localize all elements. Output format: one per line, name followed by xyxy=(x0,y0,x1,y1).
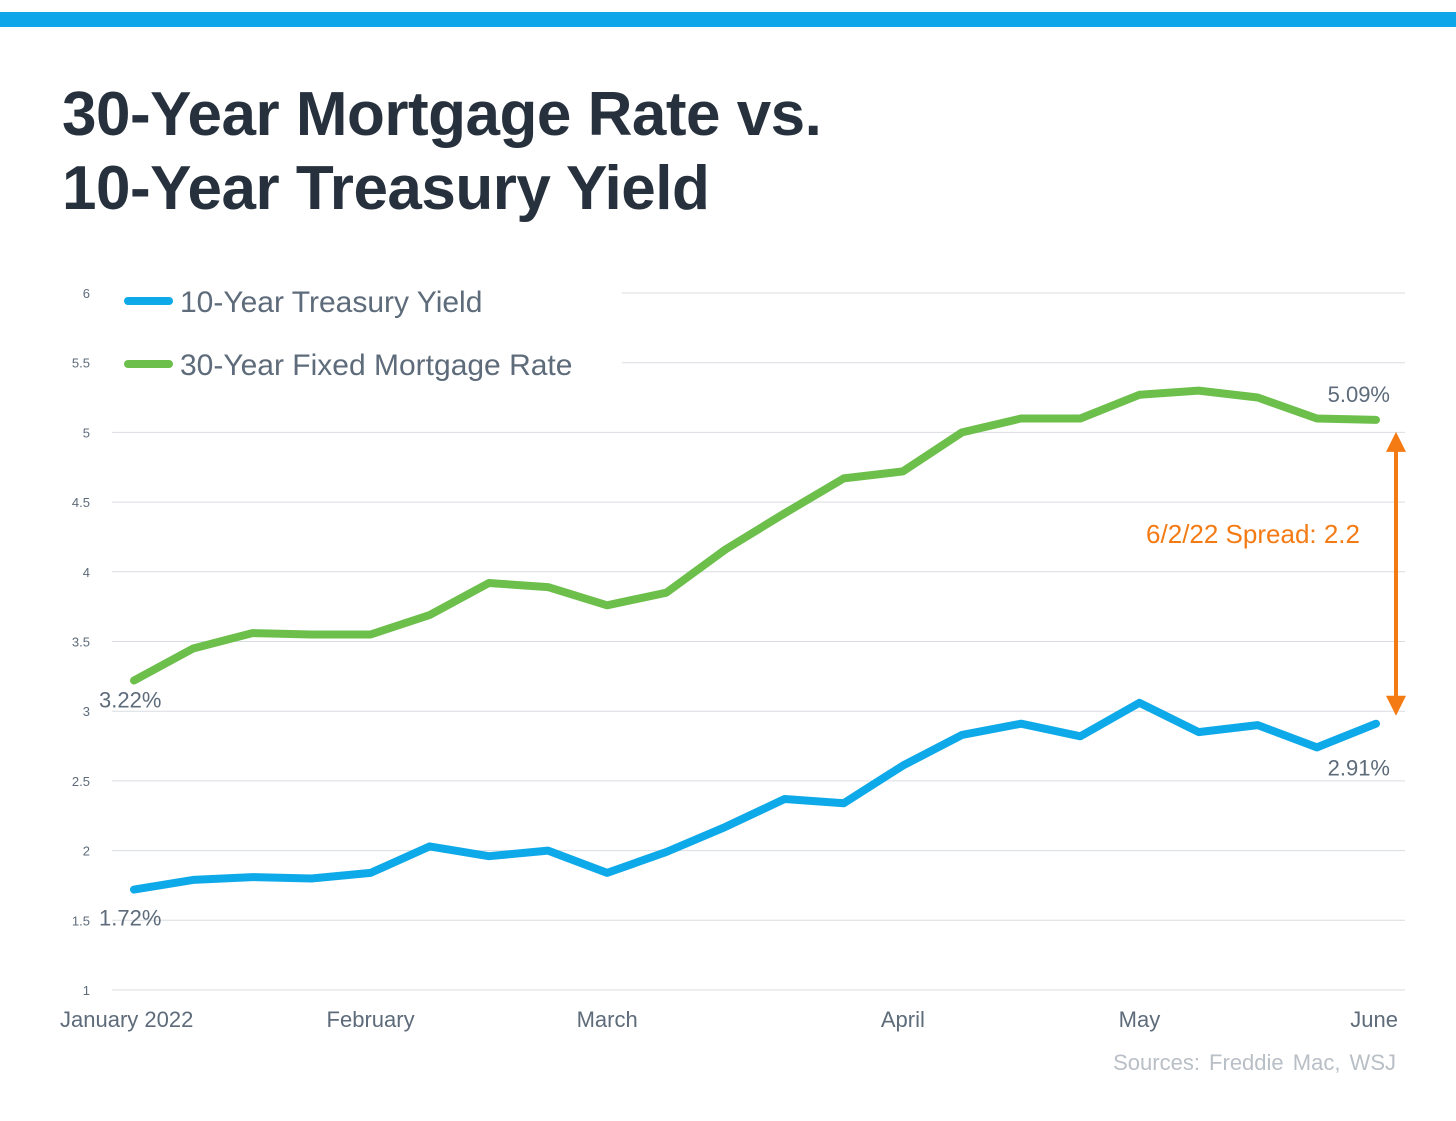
x-tick-label: May xyxy=(1119,1007,1161,1032)
x-tick-label: March xyxy=(577,1007,638,1032)
title-line-2: 10-Year Treasury Yield xyxy=(62,154,710,223)
mortgage-end-label: 5.09% xyxy=(1328,382,1390,407)
x-tick-label: February xyxy=(327,1007,415,1032)
x-tick-label: June xyxy=(1350,1007,1398,1032)
treasury-end-label: 2.91% xyxy=(1328,756,1390,781)
y-tick-label: 3 xyxy=(83,704,90,719)
treasury-yield-line xyxy=(130,698,1380,894)
mortgage-start-label: 3.22% xyxy=(99,688,161,713)
y-tick-label: 1.5 xyxy=(72,913,90,928)
source-note: Sources: Freddie Mac, WSJ xyxy=(1113,1050,1396,1075)
legend-label: 10-Year Treasury Yield xyxy=(180,286,482,319)
spread-label: 6/2/22 Spread: 2.2 xyxy=(1146,519,1360,549)
y-tick-label: 6 xyxy=(83,286,90,301)
chart-title: 30-Year Mortgage Rate vs. 10-Year Treasu… xyxy=(62,78,822,226)
top-accent-bar xyxy=(0,12,1456,27)
y-tick-label: 2 xyxy=(83,844,90,859)
mortgage-rate-line xyxy=(130,386,1380,685)
y-tick-label: 1 xyxy=(83,983,90,998)
title-line-1: 30-Year Mortgage Rate vs. xyxy=(62,80,822,149)
x-tick-label: April xyxy=(881,1007,925,1032)
x-tick-label: January 2022 xyxy=(60,1007,193,1032)
y-tick-label: 2.5 xyxy=(72,774,90,789)
y-tick-label: 5 xyxy=(83,425,90,440)
y-tick-label: 4.5 xyxy=(72,495,90,510)
spread-arrow-head-up xyxy=(1386,431,1406,452)
spread-arrow-head-down xyxy=(1386,695,1406,716)
y-tick-label: 5.5 xyxy=(72,356,90,371)
treasury-start-label: 1.72% xyxy=(99,906,161,931)
y-tick-label: 4 xyxy=(83,565,90,580)
legend-label: 30-Year Fixed Mortgage Rate xyxy=(180,349,572,382)
y-tick-label: 3.5 xyxy=(72,635,90,650)
